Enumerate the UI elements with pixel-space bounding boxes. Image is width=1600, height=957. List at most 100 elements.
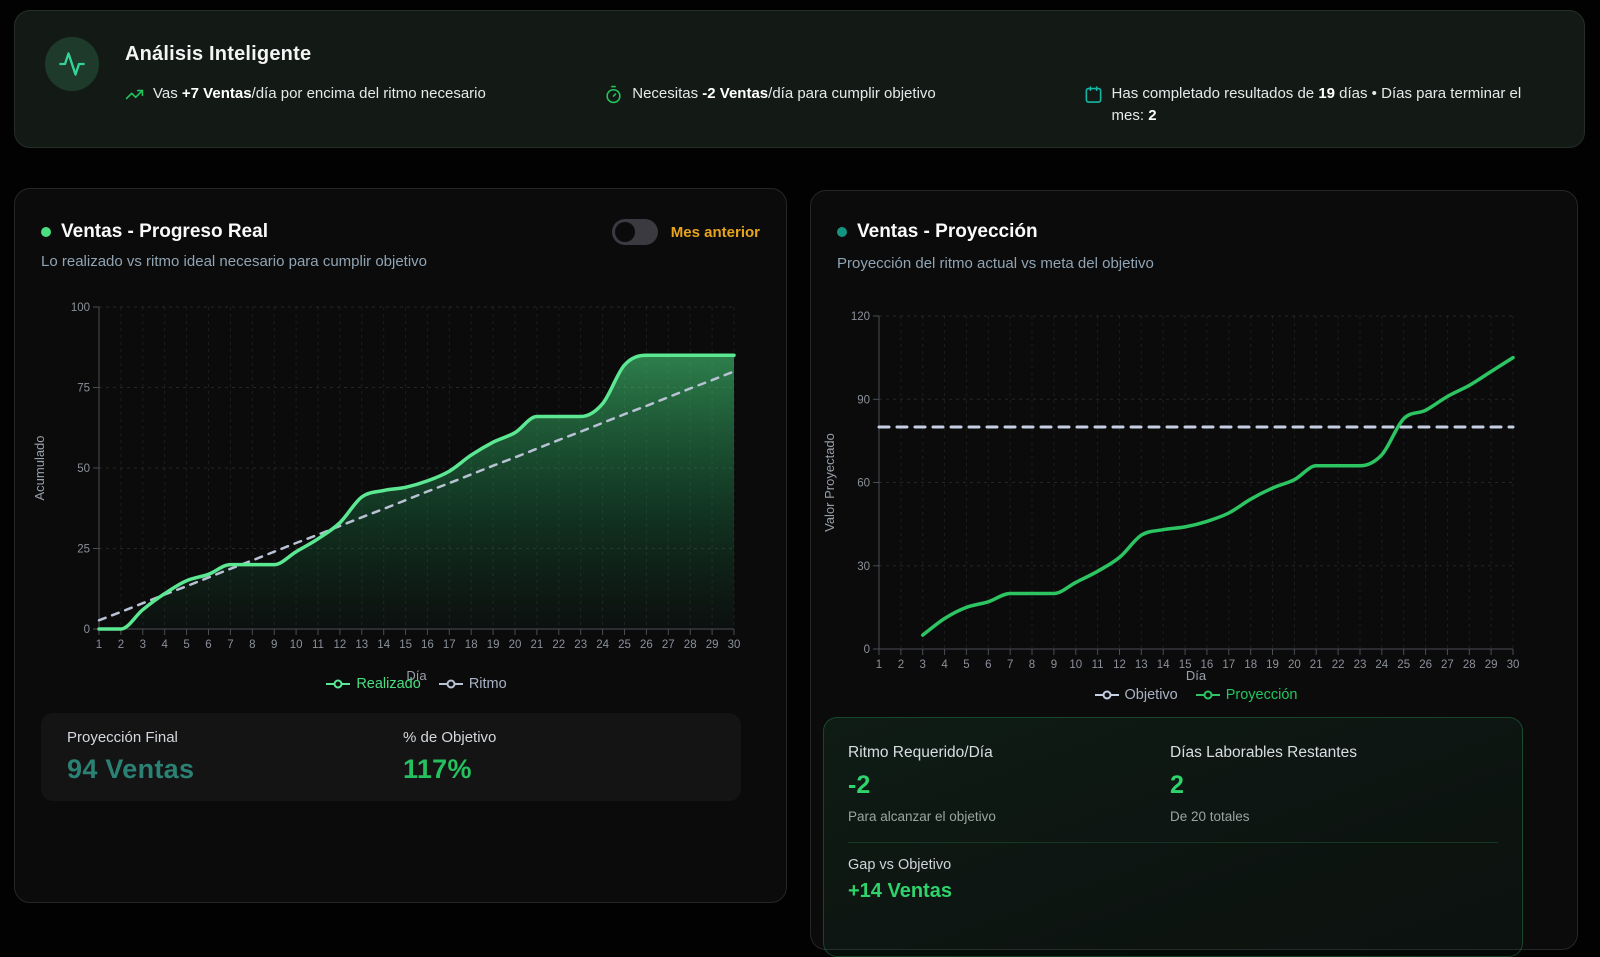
stat-value: 94 Ventas — [67, 754, 195, 784]
svg-text:13: 13 — [355, 639, 368, 651]
svg-text:22: 22 — [1332, 659, 1345, 671]
toggle-knob — [614, 222, 635, 242]
svg-text:Día: Día — [1186, 668, 1207, 683]
proyeccion-chart-box: 0 30 60 90 120 1 2 3 4 5 6 7 8 9 10 11 12 13 14 15 16 17 18 19 2… — [819, 301, 1529, 713]
progreso-real-stats-panel: Proyección Final 94 Ventas % de Objetivo… — [41, 713, 741, 801]
stat-gap-objetivo: Gap vs Objetivo +14 Ventas — [848, 857, 1498, 903]
banner-content: Análisis Inteligente Vas +7 Ventas/día p… — [125, 37, 1554, 124]
svg-text:30: 30 — [1507, 659, 1520, 671]
svg-text:27: 27 — [1441, 659, 1454, 671]
svg-text:2: 2 — [898, 659, 904, 671]
previous-month-toggle[interactable] — [611, 219, 658, 245]
svg-text:30: 30 — [857, 561, 870, 573]
svg-text:20: 20 — [1288, 659, 1301, 671]
insights-row: Vas +7 Ventas/día por encima del ritmo n… — [125, 83, 1554, 127]
activity-pulse-icon — [59, 52, 85, 76]
svg-text:12: 12 — [1113, 659, 1126, 671]
green-dot-icon — [41, 227, 51, 237]
svg-text:6: 6 — [985, 659, 991, 671]
svg-text:12: 12 — [334, 639, 347, 651]
svg-text:24: 24 — [596, 639, 609, 651]
svg-text:75: 75 — [77, 383, 90, 395]
insight-days: Has completado resultados de 19 días • D… — [1084, 83, 1554, 127]
svg-text:18: 18 — [465, 639, 478, 651]
svg-text:15: 15 — [399, 639, 412, 651]
insight-needed-text: Necesitas -2 Ventas/día para cumplir obj… — [632, 85, 936, 102]
svg-text:5: 5 — [183, 639, 189, 651]
legend-line-icon — [1195, 690, 1220, 700]
svg-text:16: 16 — [1201, 659, 1214, 671]
svg-text:10: 10 — [1069, 659, 1082, 671]
svg-text:24: 24 — [1375, 659, 1388, 671]
svg-text:100: 100 — [71, 302, 90, 314]
svg-text:22: 22 — [552, 639, 565, 651]
insight-days-text: Has completado resultados de 19 días • D… — [1111, 85, 1522, 124]
progreso-real-legend: Realizado Ritmo — [99, 676, 734, 692]
proyeccion-title: Ventas - Proyección — [857, 221, 1038, 242]
svg-text:1: 1 — [96, 639, 102, 651]
svg-text:26: 26 — [1419, 659, 1432, 671]
svg-text:11: 11 — [1092, 659, 1104, 671]
stat-label: Días Laborables Restantes — [1170, 744, 1357, 761]
svg-text:29: 29 — [706, 639, 719, 651]
svg-text:7: 7 — [227, 639, 233, 651]
proyeccion-stats-panel: Ritmo Requerido/Día -2 Para alcanzar el … — [823, 717, 1523, 957]
insight-pace-text: Vas +7 Ventas/día por encima del ritmo n… — [153, 85, 486, 102]
activity-icon-circle — [45, 37, 99, 91]
svg-text:3: 3 — [140, 639, 146, 651]
svg-text:4: 4 — [941, 659, 948, 671]
svg-text:28: 28 — [1463, 659, 1476, 671]
svg-text:25: 25 — [1397, 659, 1410, 671]
svg-text:0: 0 — [84, 624, 90, 636]
svg-text:Día: Día — [406, 668, 427, 683]
insights-banner: Análisis Inteligente Vas +7 Ventas/día p… — [14, 10, 1585, 148]
svg-text:Acumulado: Acumulado — [32, 435, 47, 500]
svg-text:3: 3 — [919, 659, 925, 671]
svg-text:29: 29 — [1485, 659, 1498, 671]
svg-text:Valor Proyectado: Valor Proyectado — [822, 433, 837, 532]
svg-text:9: 9 — [1051, 659, 1057, 671]
banner-title: Análisis Inteligente — [125, 43, 312, 65]
svg-text:50: 50 — [77, 463, 90, 475]
svg-text:14: 14 — [377, 639, 390, 651]
calendar-icon — [1085, 86, 1101, 103]
proyeccion-subtitle: Proyección del ritmo actual vs meta del … — [837, 255, 1154, 272]
svg-text:27: 27 — [662, 639, 675, 651]
progreso-real-card: Ventas - Progreso Real Mes anterior Lo r… — [14, 188, 787, 903]
svg-text:1: 1 — [876, 659, 882, 671]
legend-line-icon — [326, 679, 351, 689]
svg-text:0: 0 — [864, 644, 870, 656]
proyeccion-legend: Objetivo Proyección — [879, 687, 1513, 703]
svg-text:21: 21 — [531, 639, 544, 651]
svg-text:14: 14 — [1157, 659, 1170, 671]
svg-text:8: 8 — [249, 639, 255, 651]
stat-dias-laborables: Días Laborables Restantes 2 De 20 totale… — [1170, 744, 1498, 824]
legend-line-icon — [1094, 690, 1119, 700]
svg-text:8: 8 — [1029, 659, 1035, 671]
svg-text:19: 19 — [487, 639, 500, 651]
svg-text:4: 4 — [161, 639, 168, 651]
svg-text:13: 13 — [1135, 659, 1148, 671]
previous-month-label: Mes anterior — [670, 223, 760, 241]
stat-value: 117% — [403, 754, 472, 784]
svg-text:2: 2 — [118, 639, 124, 651]
stat-ritmo-requerido: Ritmo Requerido/Día -2 Para alcanzar el … — [848, 744, 1170, 824]
svg-text:60: 60 — [857, 478, 870, 490]
svg-text:25: 25 — [618, 639, 631, 651]
svg-text:90: 90 — [857, 394, 870, 406]
svg-text:17: 17 — [443, 639, 456, 651]
stat-label: % de Objetivo — [403, 729, 497, 746]
stat-sublabel: De 20 totales — [1170, 809, 1250, 824]
stat-sublabel: Para alcanzar el objetivo — [848, 809, 996, 824]
svg-text:10: 10 — [290, 639, 303, 651]
stat-label: Ritmo Requerido/Día — [848, 744, 993, 761]
svg-text:16: 16 — [421, 639, 434, 651]
svg-text:19: 19 — [1266, 659, 1279, 671]
stat-label: Gap vs Objetivo — [848, 857, 952, 873]
stat-label: Proyección Final — [67, 729, 178, 746]
svg-text:21: 21 — [1310, 659, 1323, 671]
proyeccion-header: Ventas - Proyección — [837, 221, 1551, 243]
insight-needed: Necesitas -2 Ventas/día para cumplir obj… — [604, 83, 1065, 127]
